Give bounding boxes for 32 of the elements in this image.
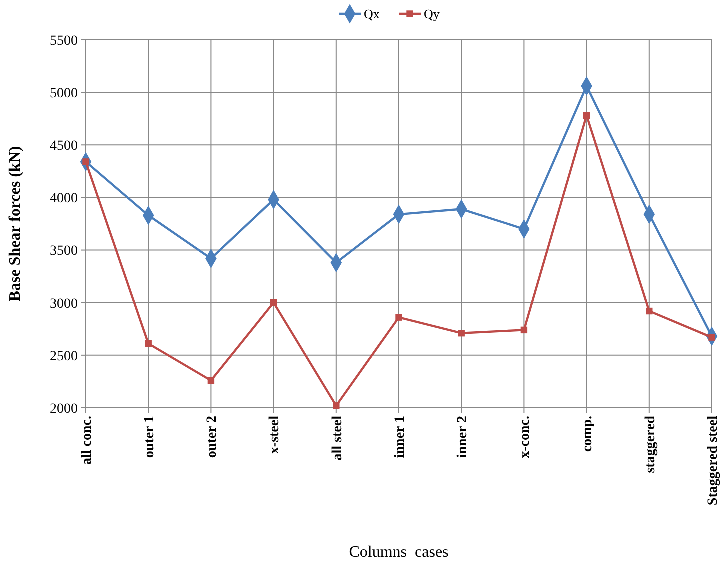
x-tick-label: Staggered steel <box>706 416 721 506</box>
x-tick-label: inner 1 <box>392 416 408 458</box>
x-tick-label: comp. <box>580 416 596 452</box>
x-tick-label: inner 2 <box>456 416 470 458</box>
point <box>208 377 215 384</box>
y-tick-label: 2500 <box>50 349 78 364</box>
x-axis-title: Columns cases <box>349 544 449 561</box>
point <box>583 112 590 120</box>
y-tick-label: 4500 <box>50 139 78 154</box>
point <box>270 300 278 306</box>
x-tick-label: x-steel <box>268 416 283 454</box>
x-tick-label: all conc. <box>80 416 95 465</box>
point <box>145 340 152 348</box>
point <box>458 330 465 337</box>
point <box>646 308 653 315</box>
x-tick-label: outer 1 <box>142 416 158 458</box>
x-tick-label: outer 2 <box>205 416 220 458</box>
y-tick-label: 5500 <box>50 34 78 49</box>
y-tick-label: 3000 <box>50 296 78 312</box>
y-tick-label: 2000 <box>50 402 78 417</box>
y-axis-title: Base Shear forces (kN) <box>7 146 24 302</box>
y-tick-label: 3500 <box>50 244 78 260</box>
x-tick-label: staggered <box>643 416 658 474</box>
x-tick-label: x-conc. <box>518 416 534 458</box>
legend-label: Qy <box>424 6 440 22</box>
y-tick-label: 4000 <box>50 192 78 207</box>
y-tick-label: 5000 <box>50 86 78 102</box>
point <box>333 402 340 410</box>
x-tick-label: all steel <box>330 416 346 461</box>
legend-label: Qx <box>364 6 380 22</box>
point <box>520 326 528 334</box>
point <box>396 314 402 321</box>
